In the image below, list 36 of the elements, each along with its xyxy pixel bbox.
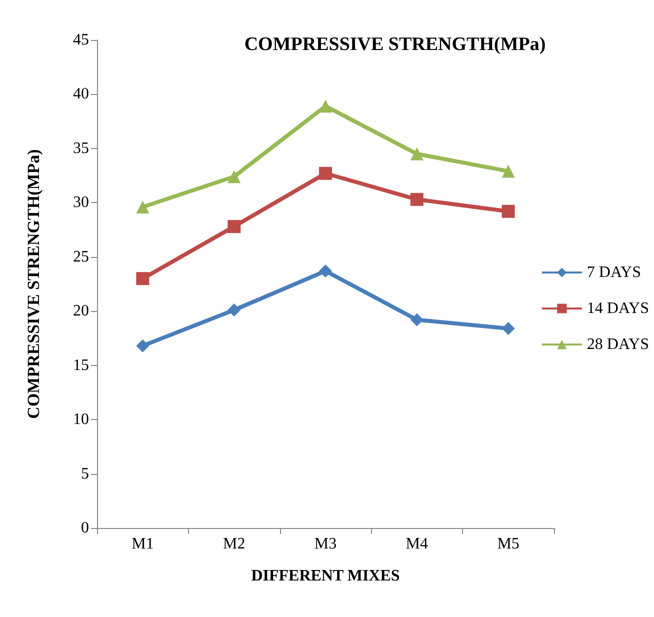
- x-tick-label: M3: [314, 536, 337, 552]
- x-tick-label: M4: [406, 536, 428, 552]
- x-tick-label: M1: [132, 536, 154, 552]
- x-tick-label: M5: [497, 536, 520, 552]
- point: [410, 313, 424, 326]
- legend-label: 7 DAYS: [586, 264, 641, 281]
- point: [228, 220, 241, 234]
- legend-label: 28 DAYS: [586, 336, 649, 353]
- point: [410, 192, 424, 206]
- x-axis-title: DIFFERENT MIXES: [251, 568, 400, 584]
- point: [136, 272, 150, 286]
- y-tick-label: 0: [81, 520, 89, 536]
- point: [136, 200, 150, 214]
- y-tick-label: 25: [73, 248, 89, 266]
- x-tick-label: M2: [222, 536, 246, 552]
- point: [319, 264, 332, 278]
- point: [319, 166, 332, 180]
- point: [502, 322, 515, 335]
- point: [136, 339, 150, 352]
- point: [228, 304, 241, 317]
- y-tick-label: 40: [73, 86, 89, 103]
- point: [502, 204, 515, 218]
- y-tick-label: 20: [73, 302, 89, 320]
- point: [410, 147, 424, 160]
- chart-title: COMPRESSIVE STRENGTH(MPa): [244, 34, 546, 55]
- point: [502, 164, 515, 178]
- y-tick-label: 30: [73, 194, 89, 212]
- y-tick-label: 15: [73, 356, 89, 374]
- y-tick-label: 5: [81, 465, 89, 482]
- legend-label: 14 DAYS: [586, 300, 649, 317]
- point: [319, 100, 332, 113]
- y-axis-title: COMPRESSIVE STRENGTH(MPa): [24, 149, 43, 419]
- y-tick-label: 10: [73, 411, 89, 428]
- y-tick-label: 35: [73, 140, 89, 157]
- y-tick-label: 45: [73, 32, 89, 48]
- point: [228, 170, 241, 184]
